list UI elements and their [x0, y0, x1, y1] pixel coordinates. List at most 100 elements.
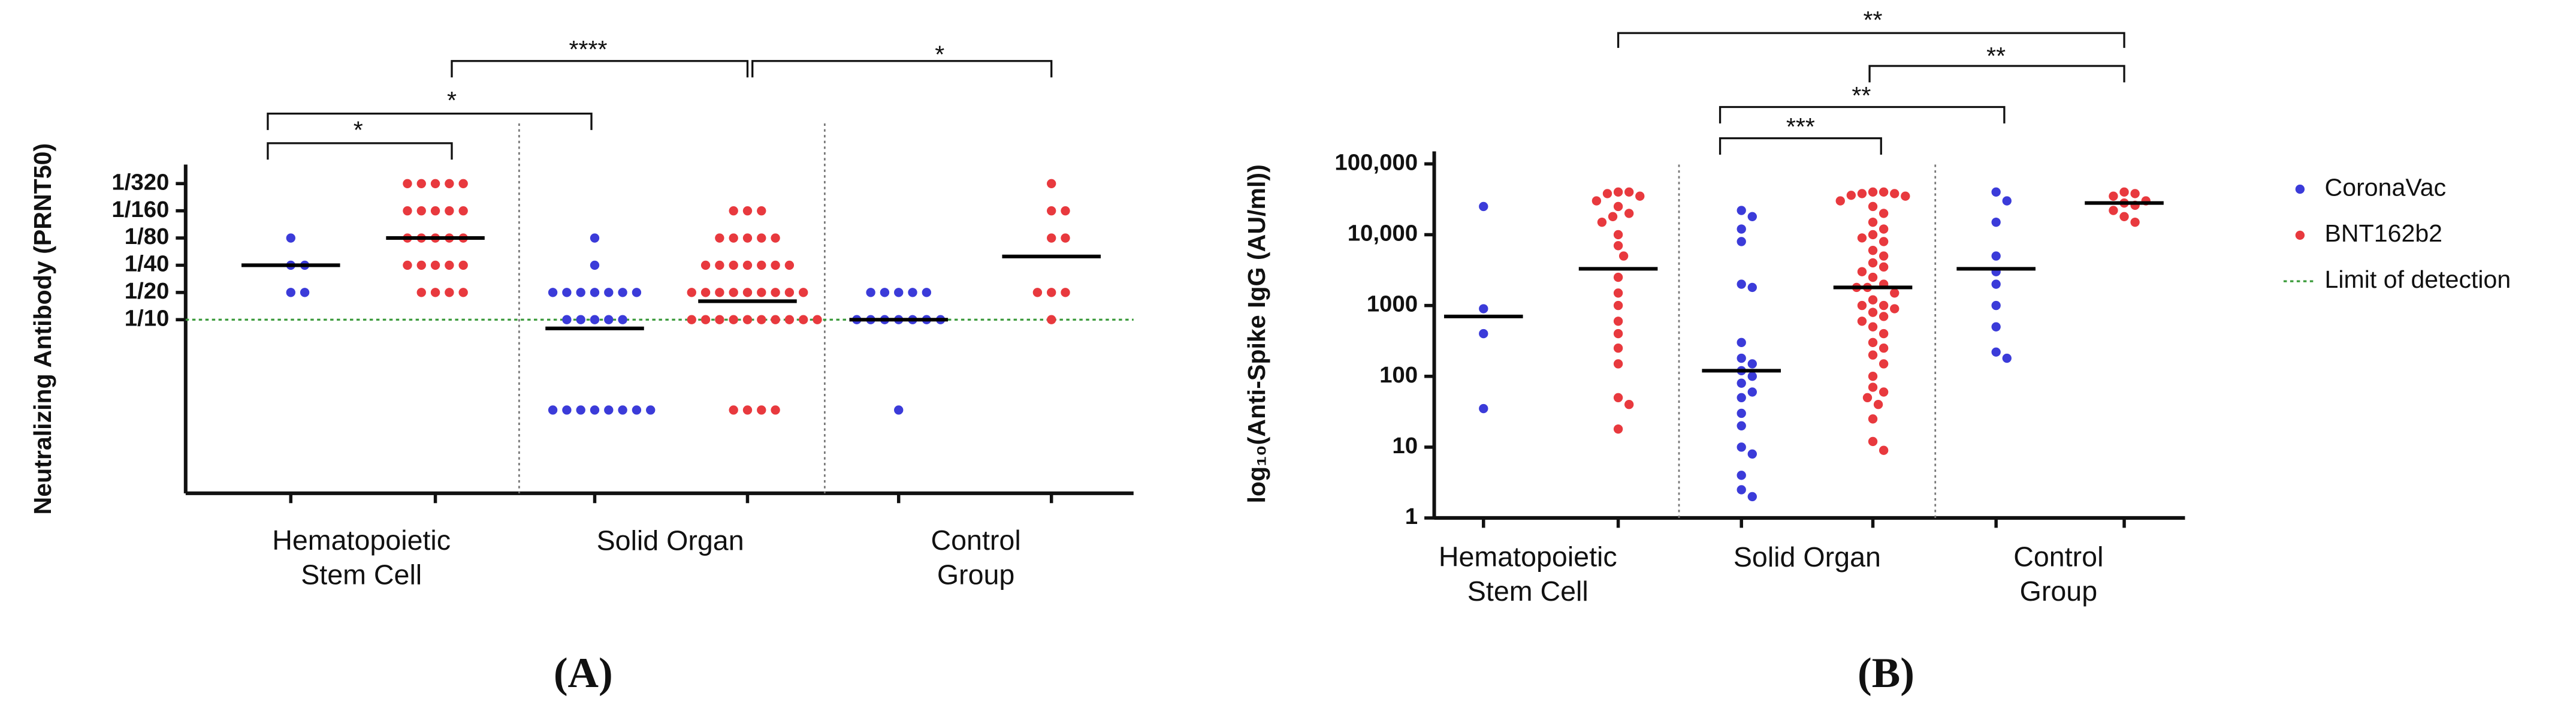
- data-point: [1868, 295, 1878, 305]
- data-point: [1879, 387, 1889, 397]
- data-point: [757, 405, 766, 415]
- data-point: [1737, 378, 1746, 388]
- data-point: [1991, 217, 2001, 227]
- data-point: [2002, 353, 2012, 363]
- data-point: [1737, 206, 1746, 215]
- data-point: [757, 260, 766, 270]
- data-point: [1868, 272, 1878, 282]
- data-point: [562, 288, 572, 297]
- data-point: [458, 206, 468, 216]
- data-point: [430, 288, 440, 297]
- significance-label: **: [1852, 82, 1871, 109]
- data-point: [771, 405, 780, 415]
- data-point: [458, 288, 468, 297]
- data-point: [687, 288, 696, 297]
- data-point: [742, 206, 753, 216]
- data-point: [1047, 179, 1056, 188]
- x-tick-label: Solid Organ: [597, 525, 744, 556]
- label-line: Stem Cell: [1467, 576, 1589, 607]
- y-tick-label: 1: [1405, 504, 1418, 529]
- data-point: [1618, 251, 1629, 261]
- data-point: [1602, 189, 1612, 198]
- data-point: [1737, 279, 1746, 289]
- data-point: [1613, 344, 1623, 353]
- y-tick-label: 10: [1392, 433, 1418, 459]
- data-point: [700, 288, 711, 297]
- data-point: [1608, 212, 1618, 221]
- data-point: [1857, 300, 1867, 311]
- data-point: [1879, 300, 1889, 311]
- data-point: [403, 260, 412, 270]
- data-point: [1857, 317, 1867, 326]
- significance-label: **: [1864, 6, 1883, 34]
- data-point: [1868, 201, 1878, 212]
- data-point: [2002, 196, 2012, 206]
- legend-marker: [2295, 184, 2305, 194]
- data-point: [632, 405, 642, 415]
- legend-label: CoronaVac: [2325, 173, 2447, 201]
- data-point: [1047, 206, 1056, 216]
- data-point: [1857, 267, 1867, 276]
- y-tick-label: 1/10: [125, 305, 170, 331]
- data-point: [1613, 300, 1623, 311]
- y-tick-label: 100,000: [1334, 149, 1418, 175]
- data-point: [2119, 187, 2129, 197]
- label-line: Group: [937, 559, 1015, 591]
- data-point: [757, 315, 766, 324]
- data-point: [576, 405, 585, 415]
- data-point: [1868, 258, 1878, 268]
- data-point: [742, 405, 753, 415]
- data-point: [1047, 288, 1056, 297]
- data-point: [416, 288, 426, 297]
- data-point: [715, 288, 724, 297]
- data-point: [1868, 350, 1878, 360]
- data-point: [729, 405, 738, 415]
- data-point: [2109, 191, 2118, 201]
- y-tick-label: 1/80: [125, 224, 170, 249]
- data-point: [458, 260, 468, 270]
- data-point: [1047, 233, 1056, 243]
- data-point: [894, 405, 904, 415]
- data-point: [784, 315, 795, 324]
- data-point: [729, 288, 738, 297]
- data-point: [576, 288, 585, 297]
- data-point: [742, 260, 753, 270]
- data-point: [646, 405, 656, 415]
- x-tick-label: Control Group: [931, 525, 1020, 591]
- data-point: [1747, 359, 1757, 369]
- data-point: [1879, 445, 1889, 455]
- data-point: [1591, 196, 1602, 206]
- data-point: [590, 260, 600, 270]
- data-point: [1991, 322, 2001, 332]
- data-point: [1613, 288, 1623, 298]
- significance-bracket: [1617, 32, 2125, 48]
- data-point: [1479, 329, 1488, 339]
- data-point: [742, 315, 753, 324]
- data-point: [1061, 206, 1070, 216]
- data-point: [1879, 312, 1889, 321]
- data-point: [799, 315, 808, 324]
- significance-bracket: [451, 60, 749, 78]
- data-point: [548, 405, 558, 415]
- data-point: [1747, 492, 1757, 502]
- data-point: [687, 315, 696, 324]
- data-point: [430, 179, 440, 188]
- x-tick-label: Solid Organ: [1734, 541, 1881, 573]
- data-point: [1868, 245, 1878, 255]
- data-point: [2109, 206, 2118, 215]
- data-point: [618, 288, 627, 297]
- data-point: [416, 179, 426, 188]
- data-point: [1635, 191, 1645, 201]
- data-point: [1868, 187, 1878, 197]
- label-line: Hematopoietic: [272, 525, 451, 556]
- significance-label: *: [935, 40, 944, 68]
- data-point: [1879, 329, 1889, 339]
- data-point: [1737, 442, 1746, 452]
- data-point: [1879, 209, 1889, 218]
- data-point: [562, 405, 572, 415]
- data-point: [757, 206, 766, 216]
- data-point: [604, 405, 614, 415]
- data-point: [1868, 436, 1878, 447]
- data-point: [757, 288, 766, 297]
- y-tick-label: 1/160: [111, 197, 169, 222]
